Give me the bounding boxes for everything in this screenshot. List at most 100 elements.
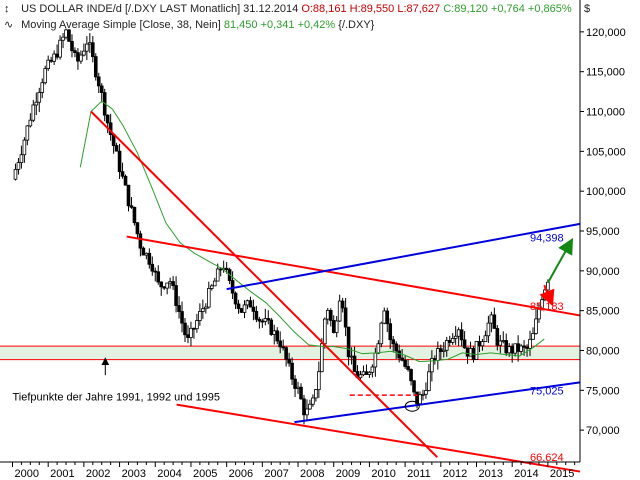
candle-body — [492, 314, 497, 329]
candle-body — [311, 397, 315, 405]
candle-body — [162, 286, 166, 289]
candle-body — [248, 300, 253, 308]
candle-body — [269, 319, 274, 335]
candle-body — [275, 330, 280, 342]
candle-body — [427, 371, 431, 391]
candle-body — [37, 92, 42, 103]
candle-body — [85, 43, 89, 52]
candle-body — [409, 369, 413, 382]
x-tick-label: 2010 — [371, 468, 395, 480]
y-tick-label: 80,000 — [586, 345, 620, 357]
candle-body — [126, 184, 131, 207]
candle-body — [114, 145, 119, 152]
candle-body — [346, 326, 351, 358]
candle-body — [531, 333, 535, 340]
trendlines-layer — [90, 110, 581, 473]
legend-ma-suffix: {/.DXY} — [338, 19, 375, 31]
candle-body — [320, 343, 324, 373]
candle-body — [58, 39, 62, 58]
candle-body — [519, 345, 523, 352]
candle-body — [397, 350, 401, 359]
candle-body — [266, 318, 271, 321]
candle-body — [224, 267, 229, 271]
candle-body — [96, 76, 101, 87]
candle-body — [370, 366, 375, 373]
x-tick-label: 2015 — [550, 468, 574, 480]
candles-layer — [13, 28, 550, 425]
x-tick-label: 2001 — [50, 468, 74, 480]
candle-body — [34, 101, 39, 106]
candle-body — [49, 59, 53, 62]
legend-ma-value: 81,450 +0,341 +0,42% — [223, 19, 336, 31]
candle-body — [123, 175, 128, 186]
candle-body — [516, 343, 520, 352]
candle-body — [453, 335, 458, 339]
candle-body — [394, 343, 398, 352]
candle-body — [132, 206, 137, 224]
legend-main-name: US DOLLAR INDE/d [/.DXY LAST Monatlich] … — [21, 3, 299, 15]
candle-body — [31, 104, 36, 121]
candle-body — [498, 340, 503, 346]
candle-body — [52, 53, 56, 62]
candle-body — [522, 345, 526, 348]
candle-body — [28, 119, 33, 127]
y-tick-label: 70,000 — [586, 425, 620, 437]
candle-body — [233, 292, 238, 305]
candle-body — [358, 374, 363, 379]
candle-body — [195, 320, 199, 330]
candle-body — [251, 306, 256, 312]
candle-body — [421, 393, 425, 396]
candle-body — [441, 349, 446, 352]
candle-body — [296, 386, 300, 389]
candle-body — [242, 304, 247, 313]
candle-body — [263, 318, 268, 322]
legend-main-close: C:89,120 +0,764 +0,865% — [443, 3, 572, 15]
candle-body — [99, 85, 104, 93]
candle-body — [480, 341, 485, 347]
x-tick-label: 2008 — [300, 468, 324, 480]
red-downtrend-steep — [90, 110, 438, 458]
candle-body — [525, 346, 529, 349]
x-tick-label: 2013 — [478, 468, 502, 480]
candle-body — [40, 82, 45, 93]
red-downtrend-upper — [126, 235, 581, 317]
candle-body — [189, 327, 193, 338]
candle-body — [483, 335, 488, 343]
x-tick-label: 2009 — [336, 468, 360, 480]
moving-average-layer — [79, 100, 545, 363]
moving-average-line — [79, 100, 545, 363]
candle-body — [450, 338, 455, 343]
candle-body — [465, 347, 470, 357]
candle-body — [16, 162, 21, 170]
candle-body — [314, 389, 318, 399]
x-tick-label: 2000 — [14, 468, 38, 480]
candle-body — [206, 288, 211, 308]
candle-body — [212, 280, 217, 287]
candle-body — [462, 339, 467, 349]
y-tick-label: 110,000 — [586, 107, 625, 119]
candle-body — [135, 222, 140, 235]
legend-ma: ∿ Moving Average Simple [Close, 38, Nein… — [4, 18, 374, 31]
candle-body — [43, 68, 48, 84]
candle-body — [79, 54, 83, 62]
value-labels-layer: 94,398 85,183 75,025 66,624 — [530, 232, 564, 464]
currency-symbol: $ — [584, 3, 591, 15]
candle-body — [302, 398, 306, 416]
x-tick-label: 2005 — [193, 468, 217, 480]
candle-body — [299, 386, 303, 400]
candle-body — [215, 268, 220, 282]
candle-body — [22, 139, 27, 156]
candle-body — [201, 308, 205, 312]
value-label-94,398: 94,398 — [530, 232, 564, 244]
candle-body — [105, 114, 110, 124]
candle-body — [70, 40, 74, 52]
value-label-75,025: 75,025 — [530, 385, 564, 397]
x-tick-label: 2014 — [514, 468, 538, 480]
candle-body — [254, 311, 259, 320]
candle-body — [198, 311, 202, 321]
candle-body — [477, 341, 482, 347]
candle-body — [424, 390, 428, 395]
candle-body — [209, 285, 214, 289]
candle-body — [168, 281, 172, 284]
candle-body — [495, 328, 500, 346]
